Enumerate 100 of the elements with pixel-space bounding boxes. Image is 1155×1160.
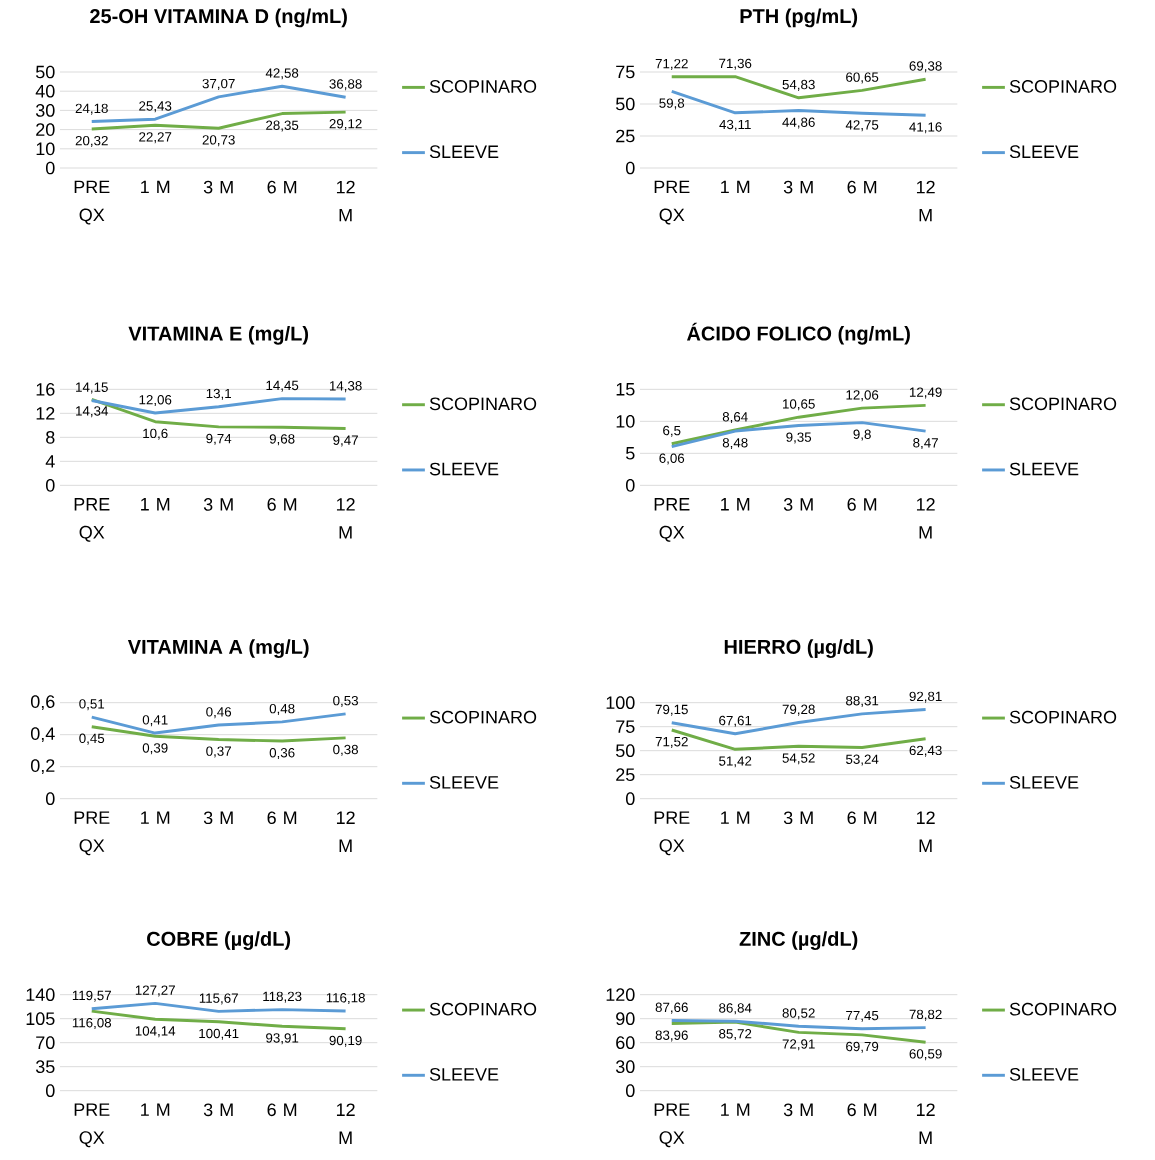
data-label: 77,45: [846, 1010, 879, 1022]
y-tick-label: 40: [35, 84, 55, 98]
x-tick-label: 1 M: [141, 1103, 170, 1116]
legend-label: SLEEVE: [429, 145, 499, 159]
data-label: 0,37: [206, 746, 232, 758]
data-label: 6,5: [663, 425, 681, 437]
chart-title: COBRE (µg/dL): [147, 931, 291, 950]
y-tick-label: 50: [36, 65, 55, 79]
data-label: 67,61: [719, 715, 752, 727]
y-tick-label: 0: [46, 161, 55, 175]
y-tick-label: 0: [626, 161, 635, 175]
legend-label: SCOPINARO: [1010, 80, 1117, 93]
data-label: 79,28: [782, 704, 815, 716]
data-label: 9,35: [786, 432, 812, 444]
data-label: 44,86: [782, 117, 815, 129]
legend-label: SCOPINARO: [429, 397, 537, 411]
y-tick-label: 0,4: [31, 727, 55, 743]
y-tick-label: 105: [26, 1012, 55, 1026]
x-tick-label: 6 M: [847, 1103, 877, 1117]
y-tick-label: 120: [606, 988, 635, 1002]
data-label: 20,73: [202, 135, 235, 147]
chart-title: ZINC (µg/dL): [739, 931, 858, 950]
data-label: 0,53: [333, 695, 359, 707]
y-tick-label: 30: [36, 104, 55, 117]
y-tick-label: 50: [616, 97, 635, 111]
data-label: 71,36: [719, 58, 752, 70]
data-label: 6,06: [659, 453, 685, 465]
data-label: 9,8: [853, 429, 871, 441]
x-tick-label: 6 M: [847, 811, 877, 825]
x-tick-label: 6 M: [847, 180, 877, 194]
x-tick-label: 1 M: [141, 180, 170, 194]
data-label: 0,46: [206, 707, 232, 719]
y-tick-label: 10: [616, 414, 635, 428]
legend-label: SLEEVE: [1010, 145, 1079, 159]
data-label: 0,36: [269, 748, 295, 760]
x-tick-label: 3 M: [784, 811, 813, 825]
data-label: 8,64: [722, 412, 748, 424]
data-label: 116,08: [73, 1018, 112, 1030]
x-tick-label: PRE QX: [74, 498, 110, 542]
data-label: 90,19: [329, 1035, 362, 1047]
x-tick-label: 3 M: [784, 180, 813, 194]
y-tick-label: 0: [626, 792, 635, 806]
data-label: 54,52: [782, 753, 815, 765]
data-label: 43,11: [719, 119, 751, 131]
data-label: 12,06: [139, 395, 172, 407]
legend-label: SLEEVE: [429, 462, 499, 476]
data-label: 25,43: [139, 101, 172, 113]
y-tick-label: 60: [616, 1036, 635, 1050]
data-label: 37,07: [202, 78, 235, 90]
legend-label: SCOPINARO: [429, 710, 537, 724]
data-label: 42,75: [845, 120, 879, 132]
data-label: 85,72: [719, 1029, 752, 1041]
y-tick-label: 0: [626, 1084, 635, 1098]
legend-label: SLEEVE: [1010, 776, 1079, 789]
y-tick-label: 90: [616, 1012, 635, 1026]
data-label: 0,51: [79, 699, 105, 711]
x-tick-label: 3 M: [784, 498, 813, 511]
data-label: 127,27: [136, 985, 176, 997]
y-tick-label: 30: [616, 1060, 635, 1074]
data-label: 88,31: [846, 695, 879, 707]
legend-label: SCOPINARO: [1010, 710, 1117, 724]
data-label: 119,57: [73, 990, 112, 1002]
data-label: 42,58: [265, 68, 299, 80]
data-label: 100,41: [199, 1028, 239, 1040]
data-label: 10,6: [143, 428, 168, 440]
data-label: 78,82: [909, 1009, 942, 1021]
x-tick-label: 6 M: [267, 1103, 297, 1117]
data-label: 118,23: [263, 991, 302, 1003]
legend-label: SLEEVE: [429, 1068, 499, 1081]
y-tick-label: 140: [26, 988, 55, 1002]
x-tick-label: 6 M: [267, 811, 297, 825]
x-tick-label: 1 M: [141, 498, 170, 511]
x-tick-label: 6 M: [847, 498, 877, 511]
data-label: 60,59: [909, 1049, 942, 1061]
data-label: 69,79: [846, 1041, 879, 1053]
x-tick-label: 12 M: [337, 180, 355, 222]
data-label: 72,91: [782, 1039, 815, 1051]
data-label: 14,38: [330, 381, 362, 393]
data-label: 80,52: [782, 1008, 815, 1020]
x-tick-label: 3 M: [204, 811, 233, 825]
y-tick-label: 75: [616, 720, 635, 733]
chart-title: 25-OH VITAMINA D (ng/mL): [90, 8, 348, 28]
y-tick-label: 0,6: [31, 695, 55, 711]
y-tick-label: 0: [46, 478, 55, 492]
data-label: 93,91: [266, 1033, 299, 1045]
data-label: 14,45: [266, 380, 299, 392]
x-tick-label: PRE QX: [654, 498, 690, 542]
legend-label: SCOPINARO: [429, 80, 537, 93]
x-tick-label: 1 M: [721, 1103, 750, 1116]
data-label: 36,88: [329, 79, 362, 91]
data-label: 9,47: [333, 435, 359, 447]
x-tick-label: 3 M: [204, 498, 233, 511]
data-label: 59,8: [659, 98, 685, 110]
legend-label: SLEEVE: [1010, 1068, 1079, 1081]
data-label: 8,48: [722, 438, 748, 450]
legend-label: SLEEVE: [429, 776, 499, 789]
legend-label: SLEEVE: [1010, 462, 1079, 476]
data-label: 41,16: [909, 122, 942, 134]
data-label: 87,66: [655, 1002, 689, 1014]
x-tick-label: 12 M: [337, 811, 355, 852]
